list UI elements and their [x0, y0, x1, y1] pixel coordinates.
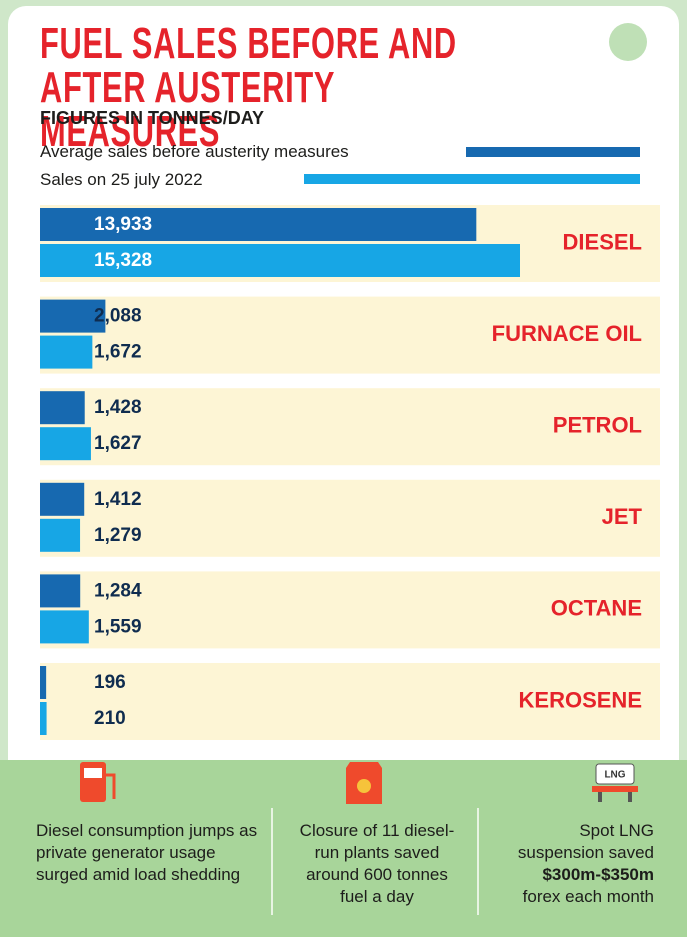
value-label: 2,088 — [94, 306, 142, 327]
lng-tank-icon: LNG — [592, 763, 638, 802]
oil-can-icon — [346, 762, 382, 804]
row-band — [40, 388, 660, 466]
icon-label: LNG — [604, 770, 625, 781]
value-label: 1,672 — [94, 342, 142, 363]
value-label: 1,428 — [94, 397, 142, 418]
value-label: 1,627 — [94, 433, 142, 454]
bar — [40, 335, 93, 369]
category-label: KEROSENE — [519, 687, 642, 712]
bar — [40, 610, 89, 644]
bar — [40, 391, 85, 425]
row-band — [40, 571, 660, 649]
bar — [40, 299, 106, 333]
logo — [609, 23, 647, 61]
value-label: 13,933 — [94, 214, 152, 235]
value-label: 1,279 — [94, 525, 142, 546]
category-label: PETROL — [553, 413, 642, 438]
category-label: OCTANE — [551, 596, 642, 621]
bar — [40, 666, 47, 699]
bar — [40, 518, 81, 552]
category-label: DIESEL — [563, 229, 642, 254]
chart-subtitle: FIGURES IN TONNES/DAY — [40, 108, 265, 128]
footer-note: Closure of 11 diesel-run plants saved ar… — [299, 821, 455, 906]
legend-label: Average sales before austerity measures — [40, 142, 349, 161]
bar — [40, 482, 85, 516]
value-label: 15,328 — [94, 250, 152, 271]
category-label: FURNACE OIL — [492, 321, 642, 346]
row-band — [40, 663, 660, 740]
category-label: JET — [602, 504, 643, 529]
value-label: 1,284 — [94, 580, 142, 601]
fuel-pump-icon — [80, 762, 116, 802]
value-label: 210 — [94, 708, 126, 729]
value-label: 1,559 — [94, 616, 142, 637]
value-label: 196 — [94, 672, 126, 693]
legend-label: Sales on 25 july 2022 — [40, 170, 203, 189]
chart-title: FUEL SALES BEFORE AND AFTER AUSTERITY ME… — [40, 19, 457, 156]
bar — [40, 702, 47, 735]
footer-text: forex each month — [522, 887, 654, 906]
bar — [40, 574, 81, 608]
footer-note: Spot LNG suspension saved $300m-$350m fo… — [494, 820, 654, 908]
footer-note: Diesel consumption jumps as private gene… — [36, 821, 258, 884]
value-label: 1,412 — [94, 489, 142, 510]
footer-text: Spot LNG suspension saved — [517, 821, 654, 862]
bar — [40, 244, 520, 277]
row-band — [40, 479, 660, 557]
row-band — [40, 296, 660, 374]
footer-highlight: $300m-$350m — [542, 865, 654, 884]
bar — [40, 208, 477, 241]
bar — [40, 427, 91, 461]
